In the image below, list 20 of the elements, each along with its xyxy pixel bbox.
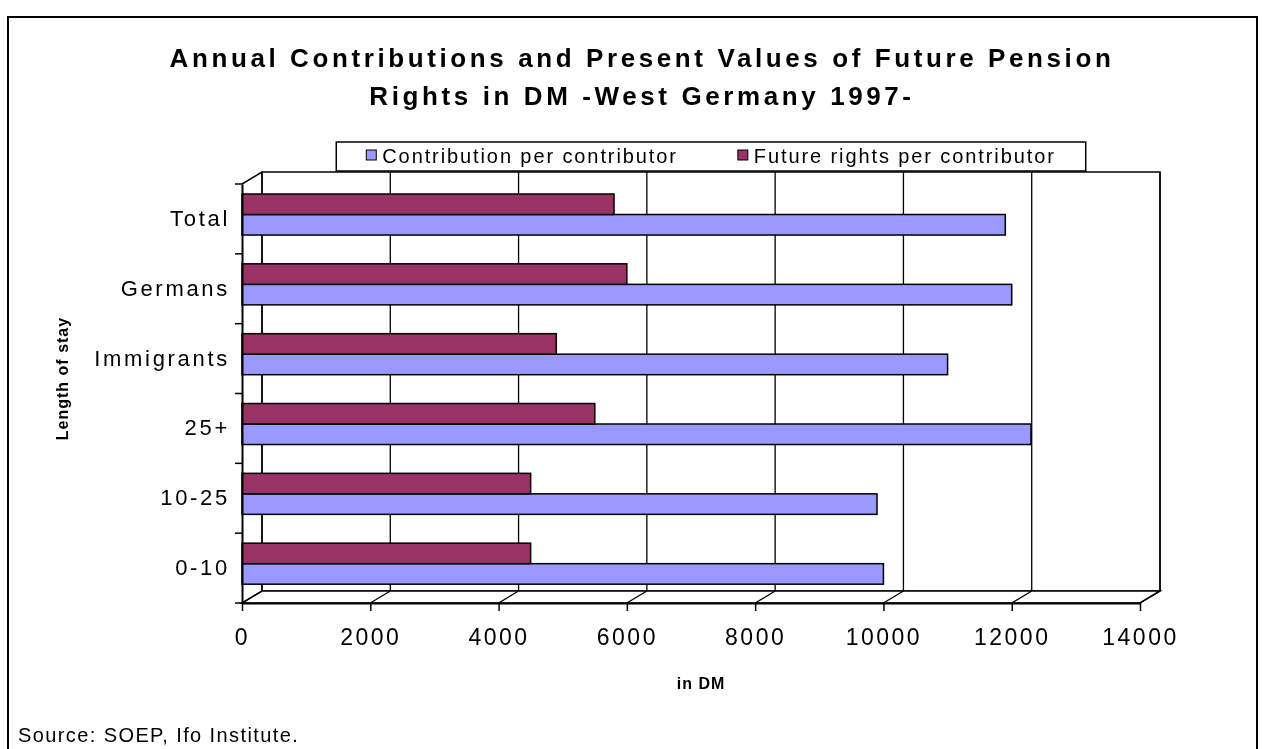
y-tick-label: Total [170,205,230,231]
x-tick-label: 0 [234,624,251,651]
legend-label: Contribution per contributor [382,144,678,167]
x-tick-label: 8000 [725,624,787,651]
source-note: Source: SOEP, Ifo Institute. [18,724,300,746]
y-tick-label: 10-25 [160,485,230,511]
x-tick-label: 14000 [1102,624,1179,651]
x-tick-label: 4000 [468,624,530,651]
x-tick-label: 10000 [845,624,923,651]
chart-title: Annual Contributions and Present Values of Future Pension Rights in DM -West Germany 1997- [169,43,1115,111]
x-tick-label: 12000 [973,624,1051,651]
legend-label: Future rights per contributor [753,144,1056,167]
x-axis-title: in DM [676,675,726,692]
x-tick-label: 6000 [596,624,658,651]
y-tick-label: Immigrants [94,345,230,371]
y-tick-label: 0-10 [175,555,230,581]
y-tick-label: Germans [120,275,230,301]
x-tick-label: 2000 [340,624,402,651]
y-axis-title: Length of stay [54,316,71,441]
y-tick-label: 25+ [184,415,230,441]
